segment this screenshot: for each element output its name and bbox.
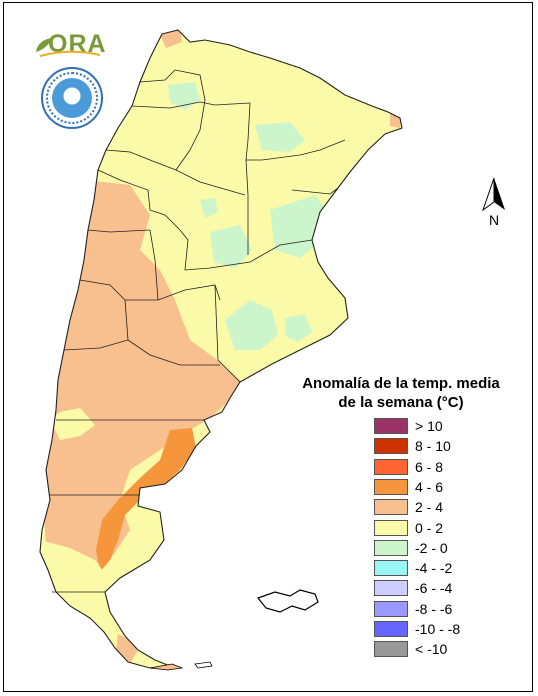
legend-label: -4 - -2 [415, 560, 453, 577]
legend-item: -2 - 0 [374, 539, 514, 558]
ora-swoosh-icon [40, 50, 100, 57]
legend-label: -2 - 0 [415, 539, 448, 556]
legend-label: > 10 [415, 418, 443, 434]
legend-item: -8 - -6 [374, 600, 514, 619]
legend-swatch [374, 600, 408, 617]
legend-swatch [374, 438, 408, 455]
legend-item: 2 - 4 [374, 499, 514, 517]
legend-swatch [374, 499, 408, 516]
legend-item: 0 - 2 [374, 519, 514, 538]
smn-seal-icon [41, 67, 103, 129]
legend-swatch [374, 621, 408, 637]
north-label: N [489, 212, 500, 228]
legend-item: -6 - -4 [374, 580, 514, 598]
legend-label: 6 - 8 [415, 458, 444, 475]
legend-item: -4 - -2 [374, 560, 514, 578]
legend-swatch [374, 641, 408, 658]
legend-label: 4 - 6 [415, 478, 444, 495]
legend-label: -10 - -8 [415, 621, 461, 637]
ora-leaf-icon [36, 38, 52, 52]
legend-title-line2: de la semana (°C) [338, 394, 464, 411]
legend-swatch [374, 560, 408, 577]
legend-swatch [374, 458, 408, 475]
legend-label: 0 - 2 [415, 519, 444, 536]
legend-label: 2 - 4 [415, 499, 444, 516]
province-borders [39, 29, 403, 669]
legend-swatch [374, 539, 408, 556]
north-arrow-icon [482, 177, 505, 212]
legend-label: -6 - -4 [415, 580, 453, 597]
legend-item: < -10 [374, 641, 514, 659]
legend-title-line1: Anomalía de la temp. media [302, 375, 500, 392]
legend-item: 4 - 6 [374, 478, 514, 497]
legend-swatch [374, 519, 408, 536]
legend-item: > 10 [374, 418, 514, 436]
legend-swatch [374, 418, 408, 434]
legend-title: Anomalía de la temp. media de la semana … [282, 374, 520, 412]
legend-item: 8 - 10 [374, 438, 514, 456]
legend-label: -8 - -6 [415, 600, 453, 617]
legend-item: 6 - 8 [374, 458, 514, 477]
legend-swatch [374, 580, 408, 597]
legend-item: -10 - -8 [374, 621, 514, 639]
legend-swatch [374, 478, 408, 495]
legend-label: < -10 [415, 641, 448, 658]
north-arrow: N [481, 176, 511, 228]
ora-logo: ORA [34, 30, 106, 58]
malvinas-islands [149, 589, 319, 671]
legend-label: 8 - 10 [415, 438, 451, 455]
